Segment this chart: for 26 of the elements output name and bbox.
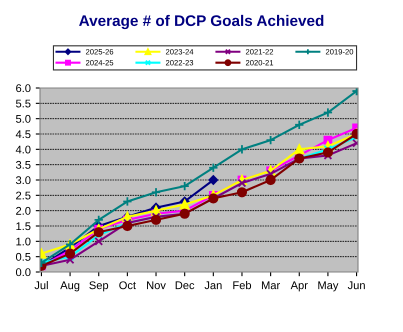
x-tick-label: May: [318, 281, 338, 292]
x-tick-label: Sep: [89, 281, 108, 292]
y-tick-label: 0.0: [16, 268, 31, 276]
x-tick-label: Dec: [176, 281, 194, 290]
y-tick-label: 6.0: [16, 84, 31, 92]
y-tick-label: 4.5: [16, 130, 31, 138]
x-tick-label: Oct: [119, 281, 136, 290]
x-tick-label: Jun: [348, 281, 365, 290]
y-tick-label: 0.5: [16, 252, 31, 261]
y-tick-label: 1.5: [16, 222, 31, 230]
y-tick-label: 3.0: [16, 176, 31, 184]
y-tick-label: 2.0: [16, 206, 31, 215]
y-tick-label: 4.0: [16, 146, 31, 154]
y-tick-label: 5.5: [16, 100, 31, 108]
x-tick-label: Apr: [290, 281, 308, 292]
x-tick-label: Aug: [60, 281, 80, 292]
y-tick-label: 3.5: [16, 160, 31, 169]
x-tick-label: Mar: [262, 281, 280, 290]
x-tick-label: Nov: [147, 281, 166, 290]
x-tick-label: Jul: [34, 281, 48, 290]
x-tick-label: Feb: [233, 281, 252, 290]
chart-title: Average # of DCP Goals Achieved: [79, 14, 324, 30]
y-tick-label: 5.0: [16, 114, 31, 123]
y-tick-label: 2.5: [16, 192, 31, 200]
y-tick-label: 1.0: [16, 238, 31, 246]
x-tick-label: Jan: [204, 281, 222, 290]
